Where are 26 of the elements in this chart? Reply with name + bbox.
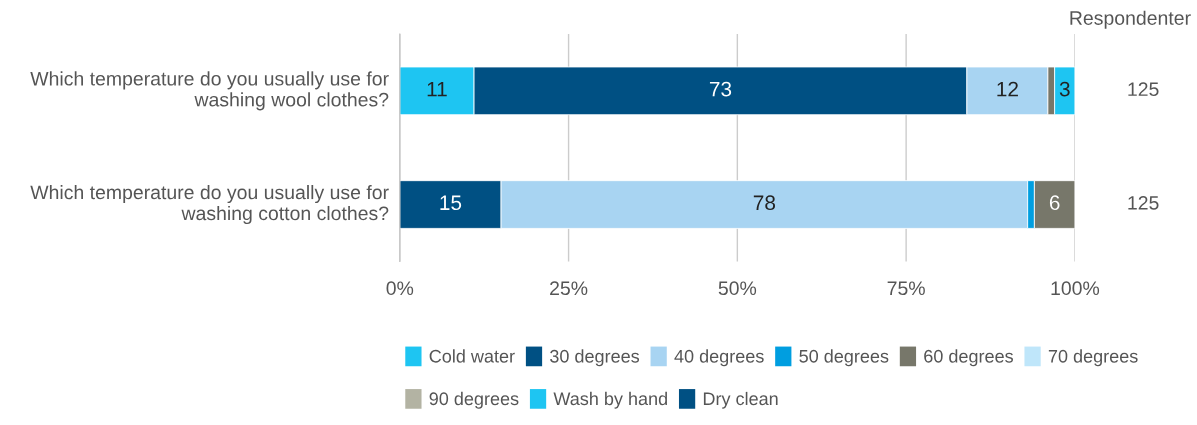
legend-label: 90 degrees <box>429 391 519 409</box>
data-label: 12 <box>997 81 1018 97</box>
text: 125 <box>1128 82 1159 97</box>
x-tick-label: 50% <box>718 281 757 296</box>
text: 125 <box>1128 195 1159 210</box>
legend-label: Dry clean <box>703 391 778 409</box>
legend-label: 50 degrees <box>799 349 889 367</box>
data-label: 6 <box>1049 195 1060 211</box>
legend-label: 70 degrees <box>1048 349 1138 367</box>
data-label: 15 <box>440 195 462 211</box>
x-tick-label: 25% <box>550 281 588 296</box>
legend-label: 40 degrees <box>674 349 764 367</box>
legend-label: Wash by hand <box>553 391 667 409</box>
x-tick-label: 75% <box>887 281 925 296</box>
text: Respondenter <box>1070 10 1191 29</box>
legend-label: 30 degrees <box>550 349 640 367</box>
y-tick-label: Which temperature do you usually use for washing wool clothes? <box>30 71 389 111</box>
x-tick-label: 100% <box>1051 281 1100 296</box>
data-label: 3 <box>1059 81 1070 97</box>
y-tick-label: Which temperature do you usually use for washing cotton clothes? <box>30 185 389 225</box>
data-label: 78 <box>753 195 776 211</box>
data-label: 73 <box>709 81 732 97</box>
x-tick-label: 0% <box>386 281 414 296</box>
data-label: 11 <box>427 81 447 97</box>
legend-label: 60 degrees <box>924 349 1013 367</box>
legend-label: Cold water <box>429 349 515 363</box>
